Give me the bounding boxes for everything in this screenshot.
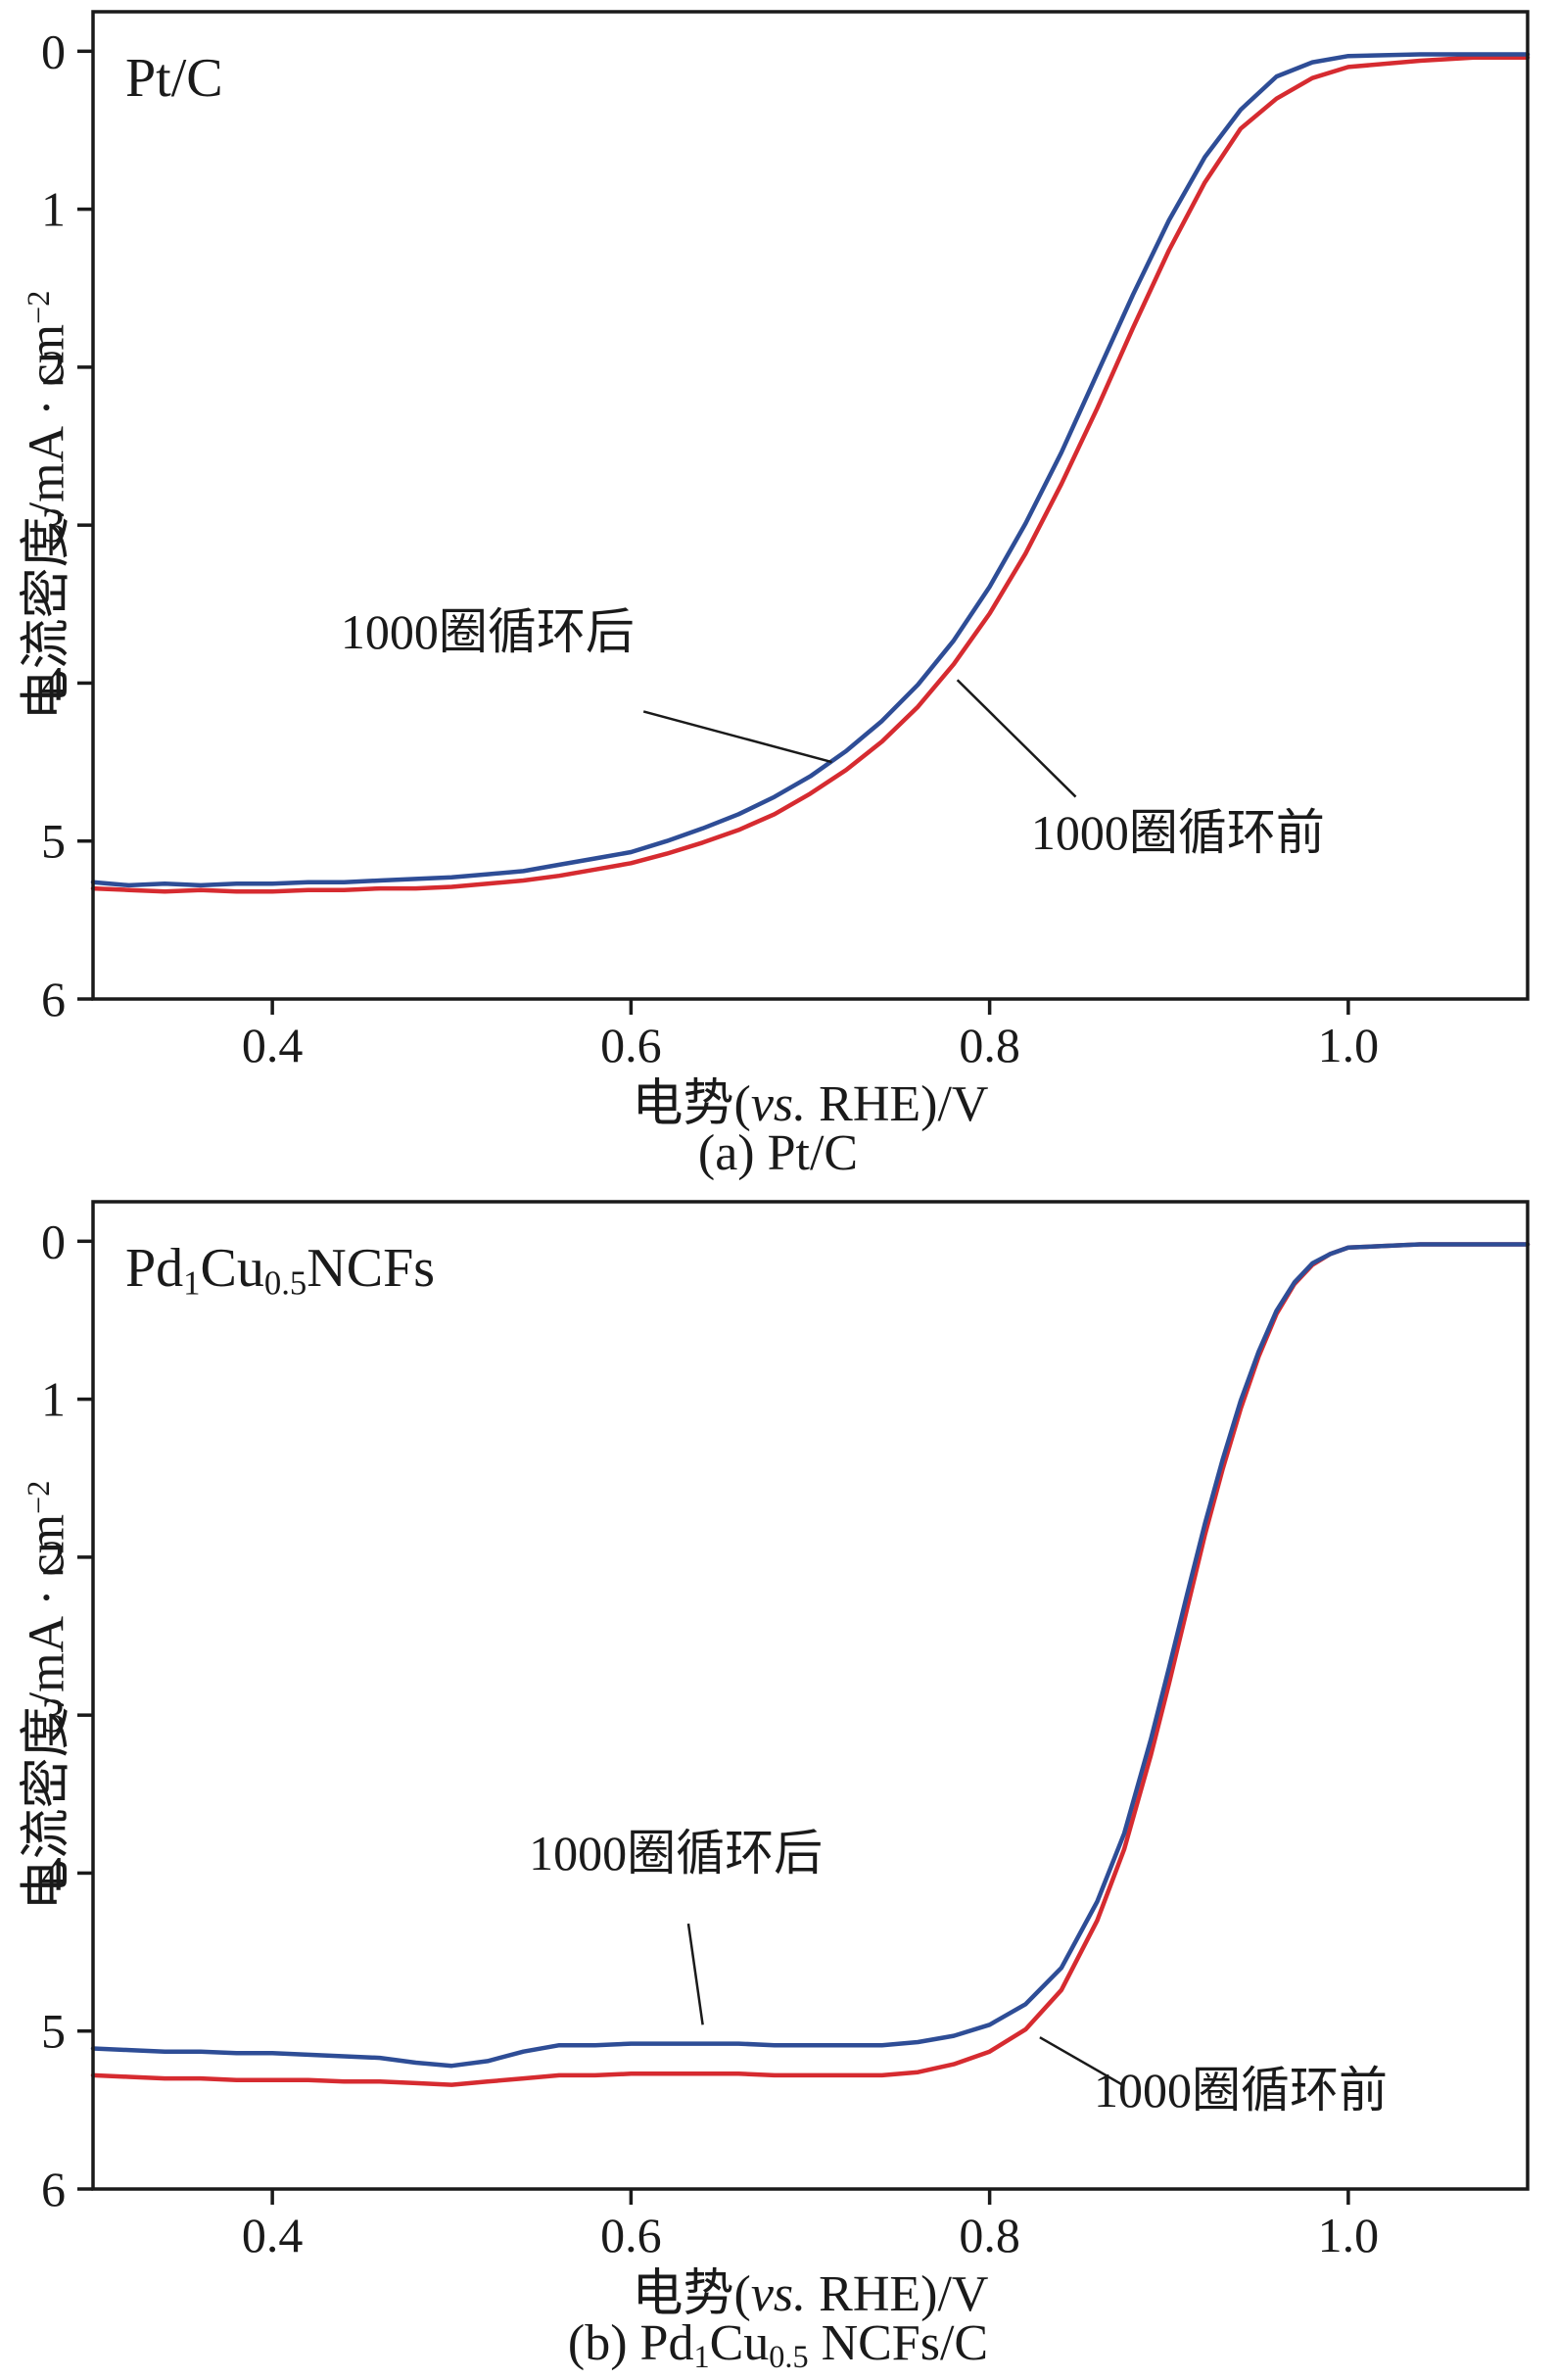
y-tick-label: 2 [41, 340, 66, 395]
y-tick-label: 4 [41, 655, 66, 710]
x-tick-label: 0.6 [600, 2208, 662, 2262]
y-tick-label: 4 [41, 1845, 66, 1900]
text-segment: NCFs [306, 1238, 436, 1299]
curve-before-1000-cycles [90, 55, 1531, 894]
text-segment: −2 [21, 1480, 56, 1514]
x-tick-label: 0.6 [600, 1018, 662, 1072]
panel-a-caption: (a) Pt/C [0, 1124, 1556, 1182]
y-tick-label: 1 [41, 1372, 66, 1427]
y-tick-label: 6 [41, 2162, 66, 2216]
text-segment: 1 [693, 2339, 710, 2375]
y-tick-label: 3 [41, 1688, 66, 1742]
curve-after-1000-cycles [90, 52, 1531, 888]
text-segment: 0.5 [769, 2339, 809, 2375]
annotation-label-before-1000-cycles: 1000圈循环前 [1031, 805, 1325, 860]
chart-a-svg: 0.4 0.6 0.8 1.0 0 1 2 3 4 5 6 1000圈循环后 1000圈循环前 [41, 10, 1531, 1072]
panel-b-caption: (b) Pd1Cu0.5 NCFs/C [0, 2314, 1556, 2375]
annotation-label-after-1000-cycles: 1000圈循环后 [341, 604, 635, 659]
x-tick-label: 0.8 [959, 1018, 1020, 1072]
plot-border [91, 10, 1530, 1001]
text-segment: 1 [183, 1263, 201, 1303]
x-axis-label: 电势(vs. RHE)/V [93, 2252, 1528, 2325]
annotation-label-after-1000-cycles: 1000圈循环后 [529, 1826, 823, 1880]
panel-b-label: Pd1Cu0.5NCFs [125, 1237, 435, 1304]
y-tick-label: 1 [41, 182, 66, 237]
y-axis-label: 电流密度/mA · cm−2 [5, 1481, 78, 1911]
text-segment: Pd [125, 1238, 184, 1299]
text-segment: −2 [21, 290, 56, 324]
panel-a-pt-c: 0.4 0.6 0.8 1.0 0 1 2 3 4 5 6 1000圈循环后 1000圈循环前 Pt/C… [0, 10, 1556, 1182]
text-segment: RHE)/V [806, 2266, 989, 2322]
y-tick-label: 2 [41, 1530, 66, 1585]
panel-a-label: Pt/C [125, 47, 223, 110]
text-segment: 电流密度/mA · cm [19, 1513, 75, 1911]
text-segment: 0.5 [263, 1263, 307, 1303]
text-segment: (b) Pd [567, 2315, 694, 2371]
annotation-label-before-1000-cycles: 1000圈循环前 [1094, 2063, 1388, 2118]
text-segment: vs. [750, 2266, 807, 2322]
text-segment: (a) Pt/C [697, 1125, 859, 1181]
x-tick-label: 1.0 [1318, 2208, 1380, 2262]
curve-after-1000-cycles [90, 1242, 1531, 2069]
x-tick-label: 0.8 [959, 2208, 1020, 2262]
y-tick-label: 0 [41, 1214, 66, 1268]
panel-b-pd1cu05-ncfs: 0.4 0.6 0.8 1.0 0 1 2 3 4 5 6 1000圈循环后 1000圈循环前 Pd1C… [0, 1190, 1556, 2380]
annotation-line-after-1000-cycles [642, 710, 832, 764]
plot-border [91, 1200, 1530, 2191]
annotation-line-after-1000-cycles [686, 1923, 704, 2025]
annotation-line-before-1000-cycles [1039, 2036, 1123, 2086]
y-axis-label: 电流密度/mA · cm−2 [5, 291, 78, 721]
text-segment: Cu [709, 2315, 770, 2371]
text-segment: 电流密度/mA · cm [19, 323, 75, 721]
text-segment: Cu [200, 1238, 264, 1299]
annotation-line-before-1000-cycles [956, 679, 1077, 798]
x-tick-label: 1.0 [1318, 1018, 1380, 1072]
y-tick-label: 5 [41, 2004, 66, 2059]
y-tick-label: 6 [41, 972, 66, 1026]
text-segment: NCFs/C [808, 2315, 989, 2371]
text-segment: Pt/C [125, 48, 223, 109]
x-tick-label: 0.4 [242, 2208, 304, 2262]
text-segment: RHE)/V [806, 1076, 989, 1132]
y-tick-label: 3 [41, 498, 66, 552]
text-segment: 电势( [632, 1076, 751, 1132]
x-tick-label: 0.4 [242, 1018, 304, 1072]
y-tick-label: 0 [41, 24, 66, 78]
text-segment: vs. [750, 1076, 807, 1132]
x-axis-label: 电势(vs. RHE)/V [93, 1062, 1528, 1135]
curve-before-1000-cycles [90, 1242, 1531, 2087]
chart-b-svg: 0.4 0.6 0.8 1.0 0 1 2 3 4 5 6 1000圈循环后 1000圈循环前 [41, 1200, 1531, 2262]
text-segment: 电势( [632, 2266, 751, 2322]
y-tick-label: 5 [41, 814, 66, 869]
